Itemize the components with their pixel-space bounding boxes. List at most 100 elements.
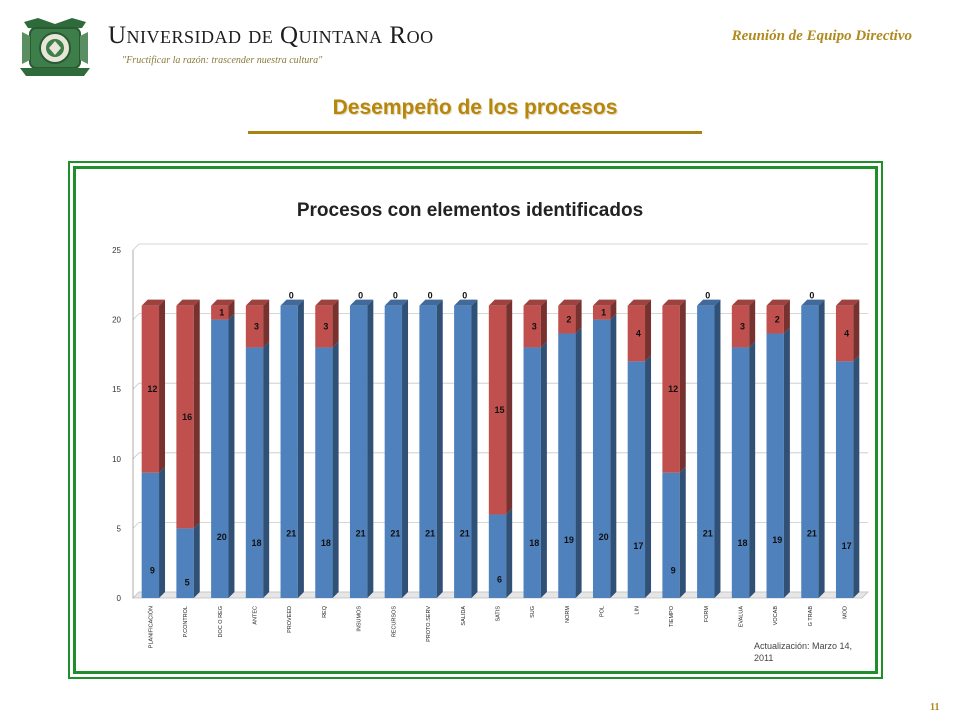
data-label: 21 xyxy=(807,529,817,539)
bar-side xyxy=(749,299,756,348)
bar-segment xyxy=(731,347,750,598)
bar-side xyxy=(193,299,200,529)
gridline-diagonal xyxy=(132,243,140,251)
bar-top xyxy=(245,299,270,306)
bar-top xyxy=(801,299,825,306)
data-label: 0 xyxy=(428,291,433,301)
data-label: 4 xyxy=(636,329,641,339)
data-label: 2 xyxy=(775,315,780,325)
y-tick-label: 0 xyxy=(117,594,122,603)
x-tick-label: ANTEC xyxy=(253,606,259,625)
bar-segment xyxy=(766,333,784,598)
page-number: 11 xyxy=(930,702,940,713)
bar-side xyxy=(610,299,617,320)
y-tick-label: 10 xyxy=(112,455,121,464)
x-tick-label: PLANIFICACIÓN xyxy=(147,606,154,648)
bar-segment xyxy=(558,305,576,334)
update-annotation: Actualización: Marzo 14, 2011 xyxy=(754,641,853,663)
title-underline xyxy=(248,131,702,134)
x-tick-label: REQ xyxy=(322,605,328,618)
bar-side xyxy=(159,466,166,598)
bar-side xyxy=(228,299,235,320)
bar-side xyxy=(783,327,790,598)
bar-side xyxy=(575,299,582,334)
bar-top xyxy=(315,299,339,306)
bar-side xyxy=(297,299,304,598)
bar-segment xyxy=(454,305,472,598)
bar-top xyxy=(280,299,304,306)
bar-segment xyxy=(280,305,298,598)
meeting-label: Reunión de Equipo Directivo xyxy=(731,28,912,44)
bar-segment xyxy=(211,319,229,598)
bar-segment xyxy=(523,347,541,598)
bar-segment xyxy=(384,305,403,598)
data-label: 18 xyxy=(321,538,331,548)
x-tick-label: SUG xyxy=(530,606,536,618)
bar-side xyxy=(332,299,339,348)
bar-segment xyxy=(349,305,368,598)
bar-side xyxy=(540,299,547,348)
bar-side xyxy=(679,299,686,473)
bar-segment xyxy=(835,361,854,598)
chart-frame-outer xyxy=(68,161,883,679)
bar-side xyxy=(367,299,374,598)
x-tick-label: PROTO.SERV xyxy=(426,606,432,642)
data-label: 3 xyxy=(740,322,745,332)
data-label: 16 xyxy=(182,412,192,422)
bar-side xyxy=(263,299,270,348)
gridline-diagonal xyxy=(132,313,140,320)
bar-segment xyxy=(662,472,680,598)
bar-side xyxy=(818,299,825,598)
bar-segment xyxy=(627,305,646,362)
bar-side xyxy=(645,355,652,598)
bar-segment xyxy=(245,347,264,598)
bar-segment xyxy=(801,305,819,598)
data-label: 3 xyxy=(532,322,537,332)
bar-top xyxy=(766,299,790,306)
data-label: 6 xyxy=(497,575,502,585)
bar-side xyxy=(471,299,478,598)
x-tick-label: VOCAB xyxy=(773,606,779,626)
x-tick-label: INSUMOS xyxy=(357,606,363,632)
bar-side xyxy=(783,299,790,334)
data-label: 0 xyxy=(705,291,710,301)
bar-side xyxy=(853,355,860,598)
university-seal-logo xyxy=(20,18,90,76)
data-label: 2 xyxy=(566,315,571,325)
bar-side xyxy=(436,299,443,598)
data-label: 0 xyxy=(393,291,398,301)
bar-top xyxy=(384,299,409,306)
bar-segment xyxy=(141,305,160,473)
university-name: Universidad de Quintana Roo xyxy=(108,22,434,49)
bar-top xyxy=(627,299,652,306)
bar-top xyxy=(835,299,860,306)
bar-segment xyxy=(176,305,194,529)
data-label: 0 xyxy=(809,291,814,301)
data-label: 21 xyxy=(460,529,470,539)
bar-segment xyxy=(835,305,854,362)
data-label: 20 xyxy=(217,532,227,542)
slide-title: Desempeño de los procesos xyxy=(332,96,618,119)
data-label: 0 xyxy=(358,291,363,301)
data-label: 4 xyxy=(844,329,849,339)
y-tick-label: 25 xyxy=(112,246,121,255)
x-tick-label: TIEMPO xyxy=(669,605,675,627)
bar-segment xyxy=(211,305,229,320)
bar-top xyxy=(523,299,547,306)
bar-side xyxy=(540,341,547,598)
bar-segment xyxy=(488,514,507,598)
bar-segment xyxy=(697,305,715,598)
bar-side xyxy=(332,341,339,598)
data-label: 9 xyxy=(671,565,676,575)
data-label: 0 xyxy=(462,291,467,301)
gridline-diagonal xyxy=(132,452,140,460)
bar-segment xyxy=(627,361,646,598)
data-label: 18 xyxy=(251,538,261,548)
data-label: 0 xyxy=(289,291,294,301)
bar-segment xyxy=(523,305,541,348)
bar-segment xyxy=(315,347,333,598)
x-tick-label: DOC O REG xyxy=(218,606,224,637)
data-label: 18 xyxy=(737,538,747,548)
gridline-diagonal xyxy=(132,591,140,599)
